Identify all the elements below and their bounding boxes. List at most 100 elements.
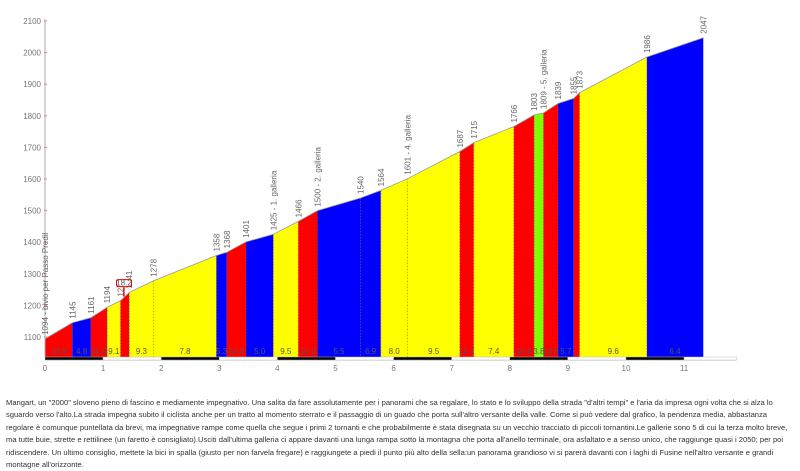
y-tick-label: 2100	[23, 17, 41, 26]
y-tick-label: 1400	[23, 238, 41, 247]
grade-label: 7.8	[179, 347, 191, 356]
elevation-label: 1766	[510, 104, 519, 122]
elevation-profile-chart: 1100120013001400150016001700180019002000…	[23, 15, 737, 373]
km-bar	[625, 356, 685, 361]
elevation-label: 1687	[456, 129, 465, 147]
grade-label: 9.3	[136, 347, 148, 356]
grade-label: 10.9	[51, 347, 67, 356]
segment-red	[513, 114, 535, 358]
km-bar	[277, 356, 336, 361]
grade-label: 10.3	[229, 347, 245, 356]
grade-label: 5.0	[254, 347, 266, 356]
grade-label: 5.5	[333, 347, 345, 356]
segment-yellow	[473, 126, 514, 357]
x-tick-label: 11	[680, 364, 689, 373]
segment-blue	[558, 98, 574, 358]
km-bar	[683, 356, 737, 361]
elevation-label: 1803	[530, 93, 539, 111]
km-bar	[160, 356, 220, 361]
x-tick-label: 2	[159, 364, 164, 373]
x-tick-label: 8	[508, 364, 513, 373]
elevation-label: 2047	[699, 15, 708, 33]
elevation-line	[44, 37, 704, 340]
segment-blue	[317, 197, 361, 357]
grade-label: 5.3	[216, 347, 228, 356]
grade-label: 4.8	[76, 347, 88, 356]
km-bar	[102, 356, 162, 361]
grade-label: 9.1	[108, 347, 120, 356]
grade-label: 6.9	[365, 347, 377, 356]
segment-yellow	[129, 280, 154, 357]
max-grade-label: 18.2	[116, 278, 132, 287]
elevation-label: 1368	[223, 230, 232, 248]
segment-yellow	[380, 178, 408, 357]
grade-label: 10.3	[300, 347, 316, 356]
elevation-label: 1839	[554, 81, 563, 99]
segment-fills	[45, 37, 704, 358]
segment-red	[45, 322, 73, 357]
y-tick-label: 1200	[23, 301, 41, 310]
x-tick-label: 5	[333, 364, 338, 373]
x-tick-label: 4	[275, 364, 280, 373]
grade-label: 5.7	[560, 347, 572, 356]
profile-line	[44, 37, 704, 340]
elevation-label: 1401	[242, 220, 251, 238]
segment-red	[543, 103, 559, 357]
elevation-label: 1986	[643, 35, 652, 53]
elevation-label: 1215	[117, 278, 126, 296]
segment-dividers	[71, 57, 648, 357]
km-bar	[219, 356, 278, 361]
climb-description: Mangart, un "2000" sloveno pieno di fasc…	[6, 398, 788, 470]
elevation-label: 1564	[377, 168, 386, 186]
x-tick-label: 1	[101, 364, 106, 373]
segment-red	[298, 210, 318, 357]
grade-label: 11.7	[459, 347, 475, 356]
y-tick-label: 1800	[23, 112, 41, 121]
elevation-label: 1094 - bivio per Passo Predil	[41, 232, 50, 335]
elevation-label: 1540	[356, 176, 365, 194]
elevation-label: 1715	[470, 120, 479, 138]
km-bar	[44, 356, 104, 361]
segment-blue	[246, 234, 274, 357]
marker-box	[116, 279, 133, 288]
grade-label: 6.4	[670, 347, 682, 356]
km-bar	[393, 356, 452, 361]
elevation-label: 1466	[294, 199, 303, 217]
y-tick-label: 1900	[23, 80, 41, 89]
segment-yellow	[407, 151, 460, 357]
segment-blue	[360, 190, 381, 357]
grade-label: 10.6	[516, 347, 532, 356]
x-tick-label: 7	[449, 364, 454, 373]
segment-yellow	[579, 57, 647, 358]
segment-red	[90, 307, 108, 357]
elevation-label: 1855	[570, 76, 579, 94]
y-tick-label: 1500	[23, 207, 41, 216]
elevation-label: 1601 - 4. galleria	[404, 115, 413, 175]
km-bar	[451, 356, 511, 361]
km-bar	[335, 356, 394, 361]
grade-label: 11.0	[92, 347, 108, 356]
grade-label: 9.6	[608, 347, 620, 356]
km-bar	[567, 356, 627, 361]
segment-yellow	[107, 300, 121, 357]
elevation-label: 1161	[87, 296, 96, 314]
max-grade-marker: 18.2	[116, 278, 133, 297]
x-tick-label: 10	[622, 364, 631, 373]
grade-label: 9.5	[280, 347, 292, 356]
x-tick-label: 9	[566, 364, 571, 373]
grade-label: 3.8	[533, 347, 545, 356]
segment-red	[573, 92, 580, 358]
grade-label: 7.4	[488, 347, 500, 356]
segment-blue	[216, 252, 227, 357]
grade-label: 8.0	[389, 347, 401, 356]
axes: 1100120013001400150016001700180019002000…	[23, 17, 737, 373]
segment-blue	[646, 37, 704, 358]
segment-red	[459, 142, 474, 357]
elevation-label: 1809 - 5. galleria	[539, 49, 548, 109]
y-tick-label: 1300	[23, 270, 41, 279]
elevation-label: 1358	[212, 233, 221, 251]
x-tick-label: 6	[391, 364, 396, 373]
elevation-label: 1425 - 1. galleria	[269, 170, 278, 230]
y-tick-label: 1100	[24, 333, 42, 342]
elevation-label: 1500 - 2. galleria	[313, 146, 322, 206]
